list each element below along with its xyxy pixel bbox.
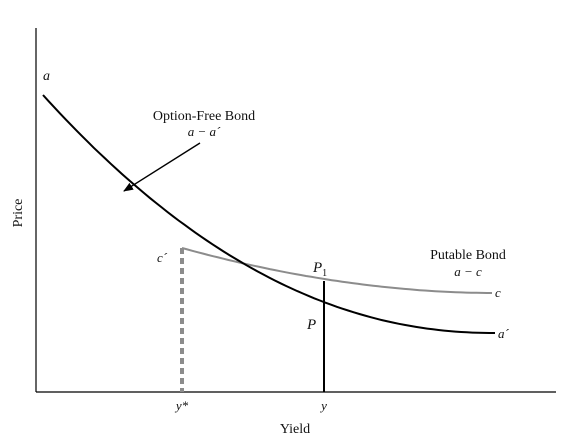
putable-series-sublabel: a − c <box>454 264 482 279</box>
putable-bond-curve <box>181 247 492 294</box>
option-free-series-label: Option-Free Bond <box>153 109 255 124</box>
point-p1-label: P1 <box>312 260 327 279</box>
x-axis-label: Yield <box>280 422 310 437</box>
y-axis-label: Price <box>11 199 26 228</box>
point-p1-letter: P <box>312 260 322 276</box>
option-free-start-label: a <box>43 69 50 84</box>
putable-series-label: Putable Bond <box>430 248 506 263</box>
putable-start-label: c´ <box>157 250 168 265</box>
option-free-bond-curve <box>42 94 495 334</box>
x-tick-ystar: y* <box>174 398 189 413</box>
option-free-arrow <box>123 142 201 192</box>
point-p-label: P <box>306 317 316 333</box>
option-free-end-label: a´ <box>498 326 510 341</box>
point-p1-subscript: 1 <box>322 268 327 279</box>
option-free-series-sublabel: a − a´ <box>188 124 221 139</box>
x-tick-y: y <box>319 398 327 413</box>
putable-end-label: c <box>495 285 501 300</box>
